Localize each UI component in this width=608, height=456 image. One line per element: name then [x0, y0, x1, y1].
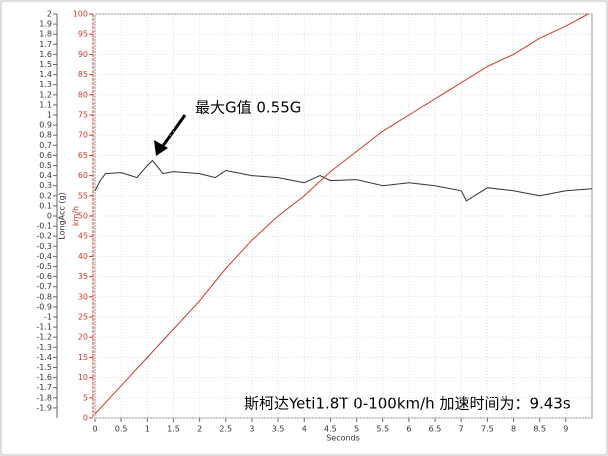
- y-tick-label: 1.7: [39, 40, 52, 49]
- y-tick-label: 0.9: [39, 121, 52, 130]
- x-tick-label: 3.5: [272, 425, 285, 434]
- y2-tick-label: 60: [78, 171, 88, 180]
- y2-tick-label: 0: [83, 414, 88, 423]
- annotation: 斯柯达Yeti1.8T 0-100km/h 加速时间为：9.43s: [244, 395, 571, 413]
- y-tick-label: 1.9: [39, 20, 52, 29]
- y-tick-label: -0.4: [36, 252, 52, 261]
- arrow: [158, 114, 187, 151]
- arrow-head: [154, 140, 168, 156]
- x-tick-label: 5.5: [376, 425, 389, 434]
- x-tick-label: 3: [249, 425, 254, 434]
- y-tick-label: -1.4: [36, 353, 52, 362]
- y-tick-label: -1.1: [36, 323, 52, 332]
- x-tick-label: 0: [92, 425, 97, 434]
- y-tick-label: -0.9: [36, 302, 52, 311]
- y-tick-label: 0.8: [39, 131, 52, 140]
- series-line: [94, 159, 593, 202]
- y-tick-label: 1: [47, 111, 52, 120]
- x-tick-label: 8.5: [533, 425, 546, 434]
- x-tick-label: 6: [406, 425, 411, 434]
- x-tick-label: 2.5: [219, 425, 232, 434]
- series-line: [94, 13, 589, 415]
- x-axis-label: Seconds: [326, 434, 360, 443]
- y2-tick-label: 85: [78, 70, 88, 79]
- y-tick-label: 0: [47, 212, 52, 221]
- y-tick-label: -1.3: [36, 343, 52, 352]
- y2-tick-label: 75: [78, 111, 88, 120]
- y2-tick-label: 95: [78, 30, 88, 39]
- y2-tick-label: 45: [78, 232, 88, 241]
- y-tick-label: 0.4: [39, 171, 52, 180]
- y2-tick-label: 100: [73, 10, 88, 19]
- y-tick-label: -1.6: [36, 373, 52, 382]
- y2-tick-label: 40: [78, 252, 88, 261]
- y-tick-label: 1.4: [39, 70, 52, 79]
- y-tick-label: 1.6: [39, 50, 52, 59]
- y-tick-label: 1.8: [39, 30, 52, 39]
- x-tick-label: 9: [563, 425, 568, 434]
- x-tick-label: 0.5: [115, 425, 128, 434]
- y-axis-label: LongAcc (g): [58, 192, 67, 239]
- y2-tick-label: 90: [78, 50, 88, 59]
- y2-tick-label: 15: [78, 353, 88, 362]
- y-tick-label: 0.7: [39, 141, 52, 150]
- y-tick-label: -0.3: [36, 242, 52, 251]
- y-tick-label: -0.8: [36, 292, 52, 301]
- y-tick-label: 1.5: [39, 60, 52, 69]
- y-tick-label: -1.9: [36, 403, 52, 412]
- y2-tick-label: 50: [78, 212, 88, 221]
- x-tick-label: 7: [459, 425, 464, 434]
- y2-axis-label: km/h: [72, 206, 81, 226]
- annotation: 最大G值 0.55G: [195, 99, 301, 117]
- y2-tick-label: 10: [78, 373, 88, 382]
- x-tick-label: 1.5: [167, 425, 180, 434]
- y-tick-label: -0.6: [36, 272, 52, 281]
- x-tick-label: 7.5: [481, 425, 494, 434]
- y-tick-label: -1.2: [36, 333, 52, 342]
- y2-tick-label: 65: [78, 151, 88, 160]
- y-tick-label: 0.1: [39, 201, 52, 210]
- y2-tick-label: 35: [78, 272, 88, 281]
- y2-tick-label: 5: [83, 393, 88, 402]
- y-tick-label: 0.6: [39, 151, 52, 160]
- y-tick-label: -0.2: [36, 232, 52, 241]
- y-tick-label: -1.5: [36, 363, 52, 372]
- x-tick-label: 4: [302, 425, 307, 434]
- y2-tick-label: 20: [78, 333, 88, 342]
- y-tick-label: 2: [47, 10, 52, 19]
- y-tick-label: 1.1: [39, 100, 52, 109]
- x-tick-label: 6.5: [429, 425, 442, 434]
- y2-tick-label: 80: [78, 90, 88, 99]
- y-tick-label: 0.3: [39, 181, 52, 190]
- y2-tick-label: 30: [78, 292, 88, 301]
- y-tick-label: -1.7: [36, 383, 52, 392]
- y-tick-label: 0.2: [39, 191, 52, 200]
- x-tick-label: 2: [197, 425, 202, 434]
- y-tick-label: -1: [44, 313, 52, 322]
- x-tick-label: 4.5: [324, 425, 337, 434]
- y2-tick-label: 25: [78, 313, 88, 322]
- y-tick-label: -0.7: [36, 282, 52, 291]
- y-tick-label: 1.3: [39, 80, 52, 89]
- x-tick-label: 5: [354, 425, 359, 434]
- y-tick-label: 0.5: [39, 161, 52, 170]
- y-tick-label: -1.8: [36, 393, 52, 402]
- y2-tick-label: 55: [78, 191, 88, 200]
- x-tick-label: 1: [145, 425, 150, 434]
- y-tick-label: 1.2: [39, 90, 52, 99]
- y-tick-label: -0.5: [36, 262, 52, 271]
- y2-tick-label: 70: [78, 131, 88, 140]
- y-tick-label: -0.1: [36, 222, 52, 231]
- x-tick-label: 8: [511, 425, 516, 434]
